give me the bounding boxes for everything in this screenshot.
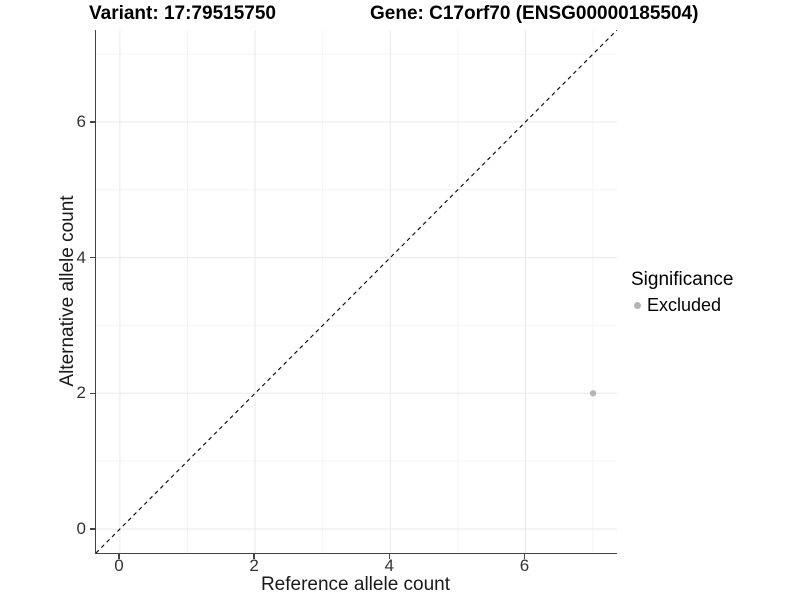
y-tick-label: 2: [76, 383, 86, 403]
legend-item-label: Excluded: [647, 294, 722, 315]
identity-dashed-line: [96, 30, 617, 553]
y-axis-title: Alternative allele count: [57, 195, 78, 387]
y-tick-mark: [89, 256, 95, 259]
legend: Significance Excluded: [631, 269, 733, 316]
x-tick-label: 0: [114, 556, 124, 575]
plot-panel: [95, 30, 617, 554]
plot-title-gene: Gene: C17orf70 (ENSG00000185504): [370, 3, 699, 24]
legend-item-excluded: Excluded: [631, 294, 733, 316]
plot-area-svg: [96, 30, 617, 553]
x-tick-label: 2: [249, 556, 259, 575]
x-tick-mark: [253, 553, 255, 559]
data-point: [589, 390, 597, 397]
y-tick-label: 4: [76, 247, 86, 267]
x-tick-mark: [523, 553, 526, 559]
y-tick-label: 0: [76, 518, 86, 538]
legend-title: Significance: [631, 269, 734, 290]
plot-title-variant: Variant: 17:79515750: [89, 3, 276, 24]
y-tick-mark: [89, 528, 95, 530]
y-tick-mark: [89, 392, 95, 394]
x-tick-mark: [118, 553, 120, 559]
x-tick-label: 6: [519, 556, 530, 575]
y-tick-mark: [89, 121, 95, 123]
x-axis-title: Reference allele count: [260, 574, 451, 595]
legend-key-dot-icon: [634, 301, 641, 309]
x-tick-mark: [388, 553, 390, 559]
x-tick-label: 4: [384, 556, 395, 575]
y-tick-label: 6: [76, 111, 86, 131]
